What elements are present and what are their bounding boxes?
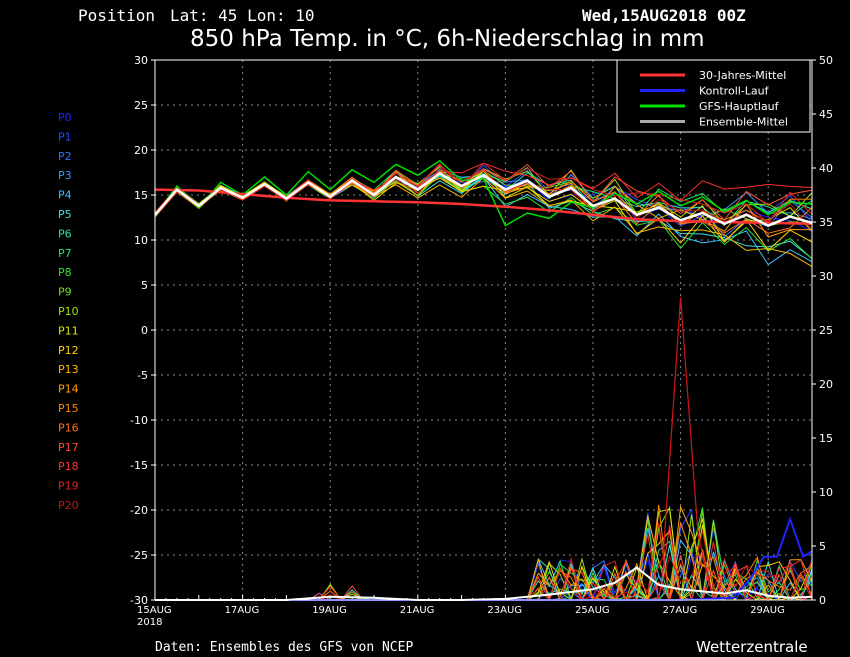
member-label: P5 xyxy=(58,208,72,221)
member-label: P16 xyxy=(58,421,79,434)
y-right-tick-label: 50 xyxy=(819,54,833,67)
x-year-label: 2018 xyxy=(137,617,162,628)
lat-lon-label: Lat: 45 Lon: 10 xyxy=(170,6,315,25)
y-left-tick-label: -25 xyxy=(130,549,148,562)
brand-label: Wetterzentrale xyxy=(696,638,808,656)
member-label: P2 xyxy=(58,150,72,163)
member-label: P17 xyxy=(58,441,79,454)
member-label: P15 xyxy=(58,402,79,415)
y-left-tick-label: 0 xyxy=(141,324,148,337)
member-label: P8 xyxy=(58,266,72,279)
member-temp-line xyxy=(154,167,813,230)
y-left-tick-label: -10 xyxy=(130,414,148,427)
member-label: P3 xyxy=(58,169,72,182)
y-right-tick-label: 25 xyxy=(819,324,833,337)
member-label: P18 xyxy=(58,460,79,473)
mean30-temp-line xyxy=(154,188,813,226)
legend-label: Ensemble-Mittel xyxy=(699,116,788,129)
y-left-tick-label: -20 xyxy=(130,504,148,517)
y-right-tick-label: 5 xyxy=(819,540,826,553)
member-temp-line xyxy=(154,170,813,242)
legend-label: 30-Jahres-Mittel xyxy=(699,69,786,82)
x-tick-label: 21AUG xyxy=(400,605,435,616)
plot-frame xyxy=(154,59,813,601)
member-label: P6 xyxy=(58,227,72,240)
member-label: P11 xyxy=(58,324,79,337)
y-axis-left: 30 25 20 15 10 5 0 -5 -10 -15 -20 -25 -30 xyxy=(130,54,155,607)
y-left-tick-label: 15 xyxy=(134,189,148,202)
position-label: Position xyxy=(78,6,155,25)
y-right-tick-label: 40 xyxy=(819,162,833,175)
y-right-tick-label: 15 xyxy=(819,432,833,445)
ensemble-mean-precip-line xyxy=(155,566,813,601)
y-right-tick-label: 45 xyxy=(819,108,833,121)
x-tick-label: 19AUG xyxy=(312,605,347,616)
y-left-tick-label: -30 xyxy=(130,594,148,607)
y-right-tick-label: 20 xyxy=(819,378,833,391)
chart-title: 850 hPa Temp. in °C, 6h-Niederschlag in … xyxy=(190,26,705,52)
member-label: P10 xyxy=(58,305,79,318)
y-right-tick-label: 35 xyxy=(819,216,833,229)
x-tick-label: 25AUG xyxy=(575,605,610,616)
member-label: P12 xyxy=(58,344,79,357)
member-label: P7 xyxy=(58,247,72,260)
member-label: P1 xyxy=(58,130,72,143)
member-label-list: P0 P1 P2 P3 P4 P5 P6 P7 P8 P9 P10 P11 P12 P13 P14 P15 P1… xyxy=(58,111,79,512)
precip-spike-line xyxy=(645,297,725,598)
legend: 30-Jahres-Mittel Kontroll-Lauf GFS-Hauptla… xyxy=(616,59,811,133)
run-time-label: Wed,15AUG2018 00Z xyxy=(582,6,746,25)
member-label: P9 xyxy=(58,286,72,299)
y-left-tick-label: 25 xyxy=(134,99,148,112)
member-label: P14 xyxy=(58,383,79,396)
x-tick-label: 27AUG xyxy=(663,605,698,616)
legend-label: GFS-Hauptlauf xyxy=(699,100,780,113)
y-right-tick-label: 0 xyxy=(819,594,826,607)
y-left-tick-label: -15 xyxy=(130,459,148,472)
y-left-tick-label: -5 xyxy=(137,369,148,382)
y-right-tick-label: 10 xyxy=(819,486,833,499)
y-left-tick-label: 20 xyxy=(134,144,148,157)
member-temp-line xyxy=(154,162,813,224)
y-right-tick-label: 30 xyxy=(819,270,833,283)
legend-label: Kontroll-Lauf xyxy=(699,85,770,98)
x-tick-label: 17AUG xyxy=(225,605,260,616)
y-left-tick-label: 30 xyxy=(134,54,148,67)
x-tick-label: 23AUG xyxy=(487,605,522,616)
member-label: P0 xyxy=(58,111,72,124)
member-label: P13 xyxy=(58,363,79,376)
member-label: P20 xyxy=(58,499,79,512)
data-source-label: Daten: Ensembles des GFS von NCEP xyxy=(155,640,413,655)
ensemble-mean-temp-line xyxy=(154,171,813,227)
y-left-tick-label: 10 xyxy=(134,234,148,247)
x-tick-label: 15AUG xyxy=(137,605,172,616)
member-label: P4 xyxy=(58,189,72,202)
x-tick-label: 29AUG xyxy=(750,605,785,616)
y-left-tick-label: 5 xyxy=(141,279,148,292)
member-label: P19 xyxy=(58,480,79,493)
main-run-temp-line xyxy=(154,159,813,227)
